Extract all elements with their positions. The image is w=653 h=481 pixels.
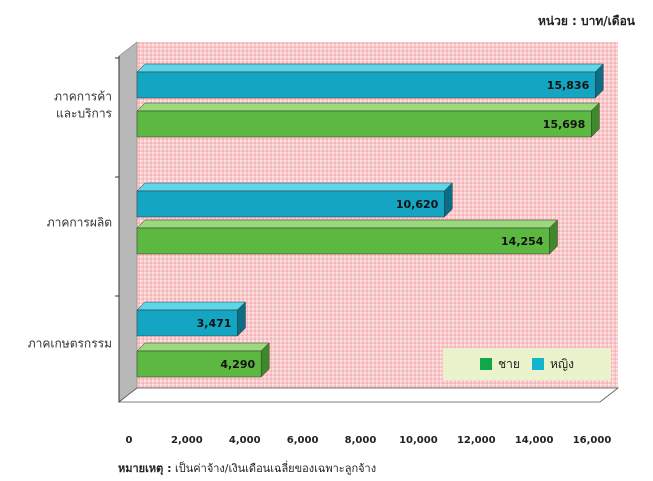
bar-male-2-top <box>136 342 270 352</box>
bar-male-0 <box>136 110 592 138</box>
bar-male-1-top <box>136 219 559 229</box>
legend: ชาย หญิง <box>443 348 611 380</box>
x-tick-label: 14,000 <box>515 435 554 446</box>
left-wall <box>118 41 138 403</box>
x-tick-label: 6,000 <box>287 435 319 446</box>
bar-male-2-value-label: 4,290 <box>220 358 255 371</box>
legend-item-female: หญิง <box>531 355 574 374</box>
bar-male-1 <box>136 227 550 255</box>
category-label-0: ภาคการค้าและบริการ <box>54 90 112 121</box>
unit-label: หน่วย : บาท/เดือน <box>538 14 635 28</box>
legend-swatch-female <box>531 358 544 370</box>
bar-female-0-top <box>136 63 604 73</box>
category-label-1: ภาคการผลิต <box>47 216 112 230</box>
bar-female-1 <box>136 190 445 218</box>
footnote-text: เป็นค่าจ้าง/เงินเดือนเฉลี่ยของเฉพาะลูกจ้… <box>175 462 377 475</box>
legend-label-female: หญิง <box>549 356 574 371</box>
bar-male-0-top <box>136 102 600 112</box>
bar-female-2-top <box>136 301 247 311</box>
x-tick-label: 10,000 <box>399 435 438 446</box>
bar-female-0-value-label: 15,836 <box>547 79 590 92</box>
footnote: หมายเหตุ : เป็นค่าจ้าง/เงินเดือนเฉลี่ยขอ… <box>118 459 376 477</box>
x-tick-label: 12,000 <box>457 435 496 446</box>
x-tick-label: 8,000 <box>345 435 377 446</box>
legend-swatch-male <box>480 358 493 370</box>
footnote-label: หมายเหตุ : <box>118 462 172 475</box>
x-tick-label: 4,000 <box>229 435 261 446</box>
category-label-line: ภาคการค้า <box>54 90 112 104</box>
category-label-line: และบริการ <box>56 107 113 121</box>
category-label-line: ภาคการผลิต <box>47 216 112 230</box>
x-tick-label: 2,000 <box>171 435 203 446</box>
floor <box>117 387 620 403</box>
category-label-line: ภาคเกษตรกรรม <box>28 337 112 351</box>
bar-male-0-value-label: 15,698 <box>543 118 585 131</box>
legend-item-male: ชาย <box>480 355 520 374</box>
x-tick-label: 0 <box>126 435 133 446</box>
bar-female-1-top <box>136 182 453 192</box>
category-label-2: ภาคเกษตรกรรม <box>28 337 112 351</box>
bar-male-2 <box>136 350 262 378</box>
x-tick-label: 16,000 <box>573 435 612 446</box>
bar-male-1-value-label: 14,254 <box>501 235 544 248</box>
bar-female-1-value-label: 10,620 <box>396 198 439 211</box>
bar-female-2-value-label: 3,471 <box>197 317 232 330</box>
bar-female-2 <box>136 309 238 337</box>
bar-female-0 <box>136 71 596 99</box>
legend-label-male: ชาย <box>498 356 520 371</box>
